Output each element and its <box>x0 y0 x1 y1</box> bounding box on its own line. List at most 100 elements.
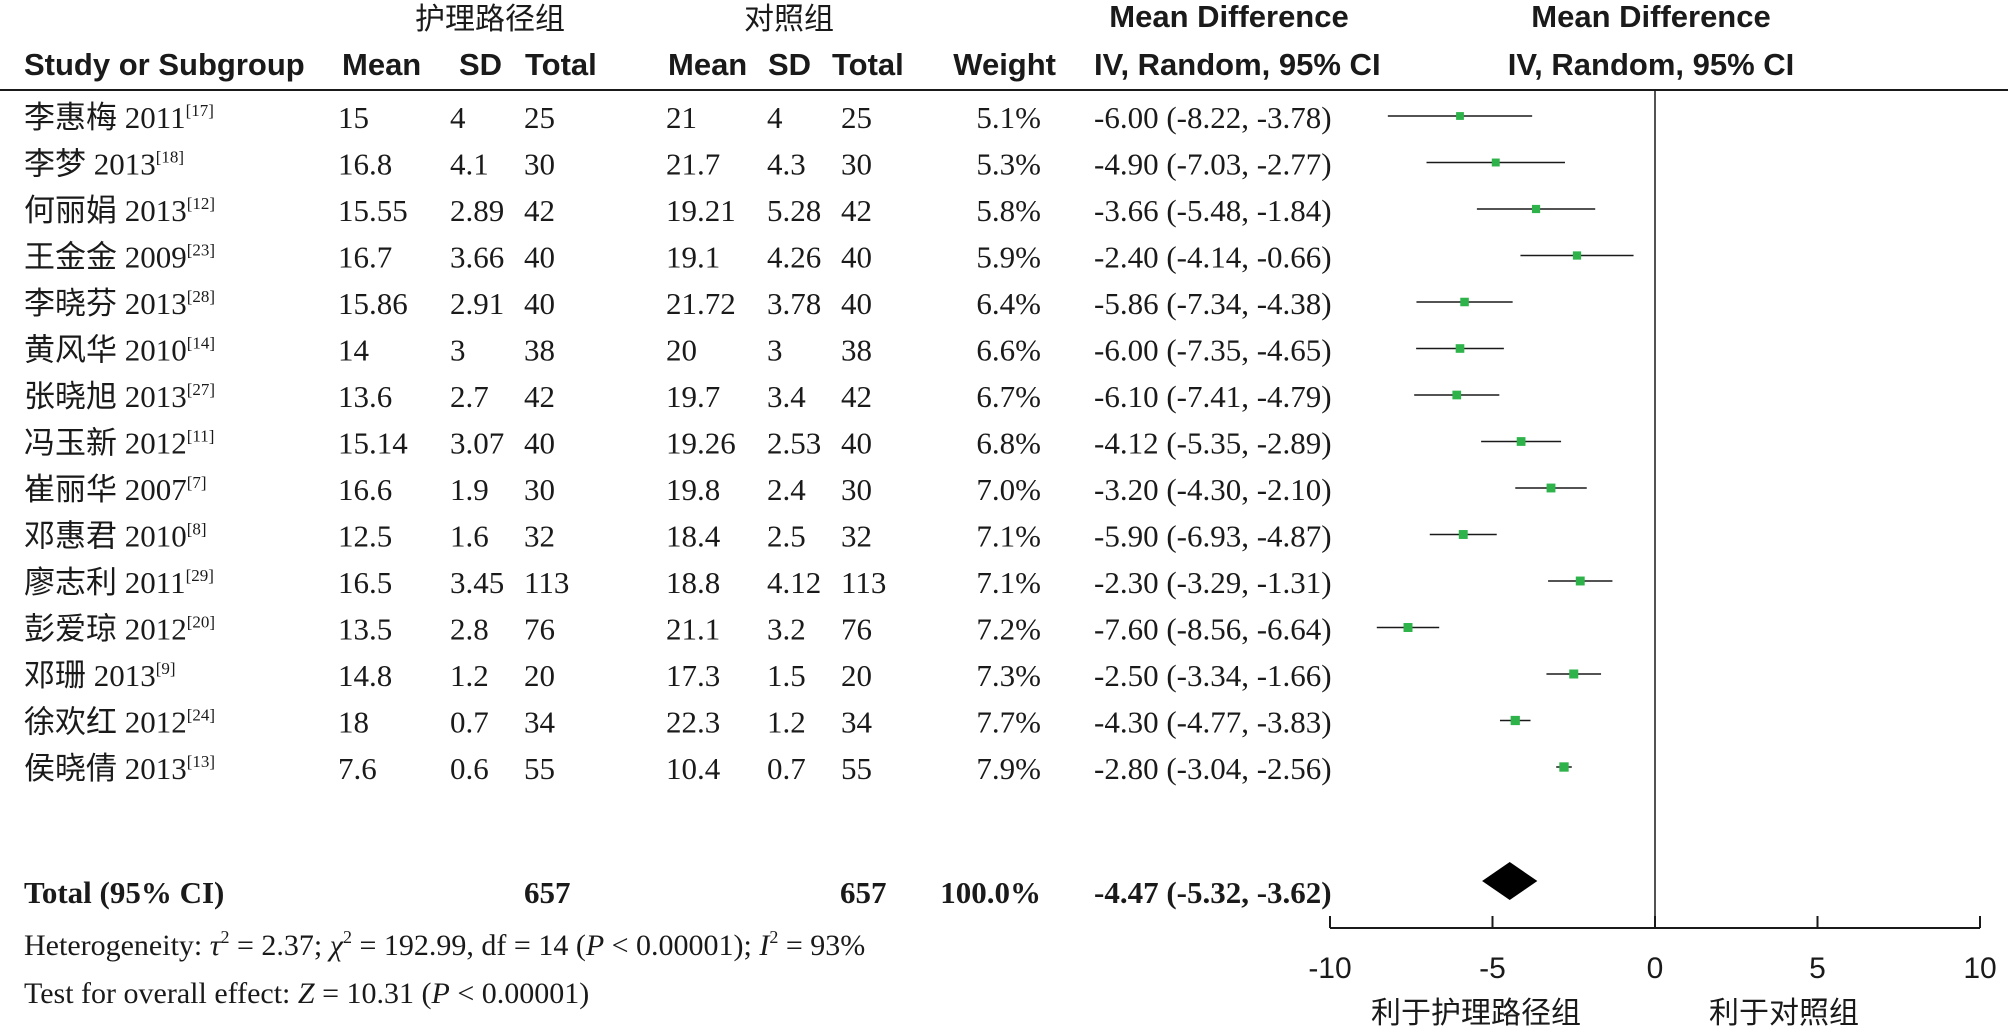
total-weight: 100.0% <box>940 875 1041 910</box>
mean-1: 18 <box>338 705 369 740</box>
sd-1: 3.66 <box>450 240 504 275</box>
sd-1: 3.07 <box>450 426 504 461</box>
total-n1: 657 <box>524 875 571 910</box>
total-2: 30 <box>841 472 872 507</box>
study-estimate <box>1515 483 1587 493</box>
total-1: 38 <box>524 333 555 368</box>
study-name: 李晓芬 2013[28] <box>24 286 215 321</box>
study-name: 张晓旭 2013[27] <box>24 379 215 414</box>
mean-1: 13.6 <box>338 379 392 414</box>
total-1: 34 <box>524 705 556 740</box>
mean-1: 15.86 <box>338 286 408 321</box>
total-2: 113 <box>841 565 886 600</box>
sd-1: 2.89 <box>450 193 504 228</box>
point-estimate-marker <box>1531 204 1541 214</box>
table-row: 崔丽华 2007[7] 16.6 1.9 30 19.8 2.4 30 7.0% -3.20 (… <box>24 472 1332 507</box>
mean-1: 7.6 <box>338 751 377 786</box>
sd-1: 3 <box>450 333 466 368</box>
total-1: 32 <box>524 519 555 554</box>
point-estimate-marker <box>1569 669 1579 679</box>
mean-2: 18.4 <box>666 519 721 554</box>
mean-difference-ci: -2.50 (-3.34, -1.66) <box>1094 658 1332 693</box>
table-row: 黄风华 2010[14] 14 3 38 20 3 38 6.6% -6.00 (-7.35, … <box>24 333 1332 368</box>
study-estimate <box>1546 669 1602 679</box>
weight: 6.7% <box>976 379 1041 414</box>
table-row: 徐欢红 2012[24] 18 0.7 34 22.3 1.2 34 7.7% -4.30 (-… <box>24 705 1332 740</box>
study-reference: [14] <box>187 334 215 353</box>
study-reference: [9] <box>156 659 176 678</box>
total-2: 30 <box>841 147 872 182</box>
table-row: 邓珊 2013[9] 14.8 1.2 20 17.3 1.5 20 7.3% -2.50 (-… <box>24 658 1332 693</box>
weight: 7.1% <box>976 519 1041 554</box>
total-ci: -4.47 (-5.32, -3.62) <box>1094 875 1332 910</box>
study-name: 徐欢红 2012[24] <box>24 705 215 740</box>
group1-title: 护理路径组 <box>415 2 565 37</box>
total-2: 38 <box>841 333 872 368</box>
mean-1: 13.5 <box>338 612 392 647</box>
total-row: Total (95% CI) 657 657 100.0% -4.47 (-5.… <box>24 875 1332 910</box>
weight: 7.2% <box>976 612 1041 647</box>
favours-right-label: 利于对照组 <box>1709 996 1859 1028</box>
mean-1: 16.8 <box>338 147 392 182</box>
sd-1: 1.2 <box>450 658 489 693</box>
point-estimate-marker <box>1510 715 1520 726</box>
study-name: 何丽娟 2013[12] <box>24 193 215 228</box>
total-2: 42 <box>841 193 872 228</box>
mean-difference-ci: -6.10 (-7.41, -4.79) <box>1094 379 1332 414</box>
mean-2: 19.8 <box>666 472 720 507</box>
mean-2: 22.3 <box>666 705 720 740</box>
study-name: 崔丽华 2007[7] <box>24 472 207 507</box>
total-n2: 657 <box>840 875 887 910</box>
mean-1: 12.5 <box>338 519 392 554</box>
sd-2: 2.53 <box>767 426 821 461</box>
weight: 7.0% <box>976 472 1041 507</box>
mean-difference-ci: -6.00 (-7.35, -4.65) <box>1094 333 1332 368</box>
weight: 5.1% <box>976 100 1041 135</box>
point-estimate-marker <box>1403 623 1413 632</box>
md-title-left: Mean Difference <box>1109 0 1348 34</box>
study-reference: [12] <box>187 194 215 213</box>
sd-2: 2.5 <box>767 519 806 554</box>
total-1: 42 <box>524 379 555 414</box>
study-name: 冯玉新 2012[11] <box>24 426 214 461</box>
total-1: 113 <box>524 565 569 600</box>
total-1: 40 <box>524 286 555 321</box>
table-row: 彭爱琼 2012[20] 13.5 2.8 76 21.1 3.2 76 7.2% -7.60 … <box>24 612 1332 647</box>
sd-1: 3.45 <box>450 565 504 600</box>
col-header-study: Study or Subgroup <box>24 47 305 82</box>
total-2: 55 <box>841 751 872 786</box>
total-1: 30 <box>524 147 555 182</box>
study-estimate <box>1416 344 1504 353</box>
mean-difference-ci: -2.30 (-3.29, -1.31) <box>1094 565 1332 600</box>
mean-1: 15.55 <box>338 193 408 228</box>
study-estimate <box>1429 530 1497 539</box>
sd-2: 2.4 <box>767 472 806 507</box>
total-label: Total (95% CI) <box>24 875 224 910</box>
md-title-right: Mean Difference <box>1531 0 1770 34</box>
point-estimate-marker <box>1491 158 1500 167</box>
mean-difference-ci: -7.60 (-8.56, -6.64) <box>1094 612 1332 647</box>
study-reference: [23] <box>187 241 215 260</box>
total-1: 20 <box>524 658 555 693</box>
sd-2: 4.3 <box>767 147 806 182</box>
sd-2: 0.7 <box>767 751 806 786</box>
sd-1: 1.9 <box>450 472 489 507</box>
mean-difference-ci: -6.00 (-8.22, -3.78) <box>1094 100 1332 135</box>
study-estimate <box>1556 762 1572 772</box>
study-estimate <box>1520 251 1634 260</box>
col-header-ci-right: IV, Random, 95% CI <box>1508 47 1795 82</box>
table-row: 侯晓倩 2013[13] 7.6 0.6 55 10.4 0.7 55 7.9% -2.80 (… <box>24 751 1332 786</box>
total-2: 25 <box>841 100 872 135</box>
mean-difference-ci: -5.86 (-7.34, -4.38) <box>1094 286 1332 321</box>
study-name: 王金金 2009[23] <box>24 240 215 275</box>
study-reference: [24] <box>187 706 215 725</box>
study-name: 邓惠君 2010[8] <box>24 519 207 554</box>
col-header-sd1: SD <box>459 47 502 82</box>
point-estimate-marker <box>1546 483 1556 493</box>
point-estimate-marker <box>1575 576 1585 586</box>
mean-difference-ci: -2.80 (-3.04, -2.56) <box>1094 751 1332 786</box>
total-2: 76 <box>841 612 872 647</box>
study-estimate <box>1416 297 1513 307</box>
sd-1: 4 <box>450 100 466 135</box>
